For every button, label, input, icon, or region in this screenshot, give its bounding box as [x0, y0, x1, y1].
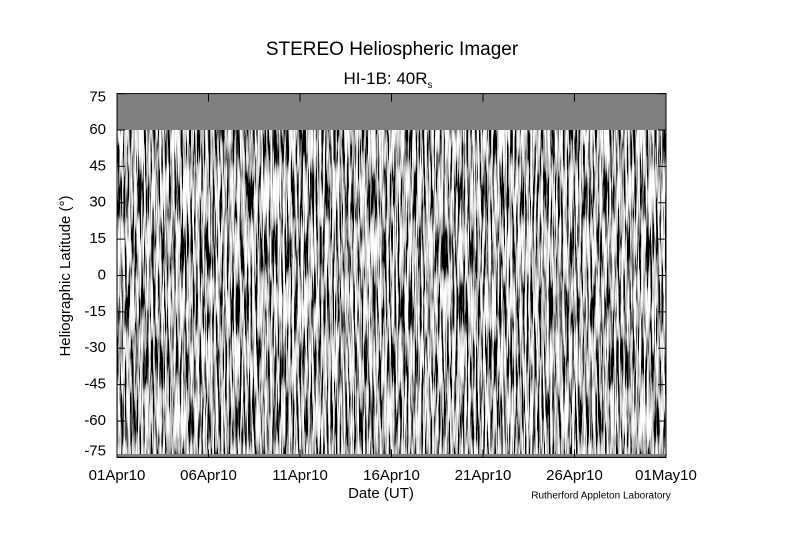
y-tick-label: -60: [84, 412, 106, 429]
x-tick-label: 26Apr10: [546, 467, 603, 484]
x-tick-label: 06Apr10: [180, 467, 237, 484]
x-tick-label: 21Apr10: [455, 467, 512, 484]
plot-area: [117, 94, 666, 458]
y-tick-label: -45: [84, 376, 106, 393]
x-tick-label: 16Apr10: [363, 467, 420, 484]
chart-title: STEREO Heliospheric Imager: [266, 39, 519, 60]
y-tick-label: 0: [98, 266, 106, 283]
y-tick-label: 60: [89, 121, 106, 138]
y-tick-label: 30: [89, 194, 106, 211]
y-tick-label: 15: [89, 230, 106, 247]
image-texture: [117, 130, 666, 454]
y-tick-label: 75: [89, 89, 106, 106]
x-axis-label: Date (UT): [348, 485, 414, 502]
y-tick-label: -15: [84, 303, 106, 320]
chart-subtitle: HI-1B: 40Rs: [343, 69, 432, 90]
subtitle-subscript: s: [428, 80, 433, 91]
x-tick-label: 11Apr10: [272, 467, 328, 484]
subtitle-text: HI-1B: 40R: [343, 69, 427, 88]
x-tick-label: 01Apr10: [89, 467, 146, 484]
y-axis-label: Heliographic Latitude (°): [57, 195, 74, 356]
annotation: Rutherford Appleton Laboratory: [531, 491, 671, 502]
y-tick-label: -75: [84, 442, 106, 459]
y-tick-label: -30: [84, 339, 106, 356]
x-tick-label: 01May10: [635, 467, 697, 484]
y-tick-label: 45: [89, 157, 106, 174]
